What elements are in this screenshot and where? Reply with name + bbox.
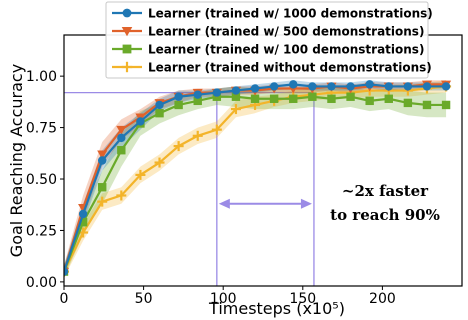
series-0-point-1: [78, 209, 88, 219]
legend: Learner (trained w/ 1000 demonstrations)…: [105, 1, 433, 79]
legend-marker-3: [121, 61, 133, 73]
series-3-point-7: [192, 130, 203, 141]
series-2-point-17: [384, 94, 393, 103]
series-0-point-7: [193, 90, 202, 99]
x-axis-label: Timesteps (x10⁵): [208, 299, 345, 318]
series-3-point-5: [154, 157, 165, 168]
series-0-point-11: [269, 82, 279, 91]
series-2-point-20: [441, 100, 451, 110]
series-3-point-2: [97, 196, 108, 207]
series-0-point-19: [422, 82, 432, 91]
plot-area: [64, 80, 452, 286]
series-0-point-20: [441, 82, 451, 91]
y-axis-label: Goal Reaching Accuracy: [7, 64, 26, 257]
x-tick-label-4: 200: [369, 291, 396, 307]
series-3-point-3: [116, 190, 127, 201]
series-2-point-5: [155, 108, 164, 118]
series-0-point-18: [403, 82, 413, 91]
x-tick-label-2: 100: [210, 291, 237, 307]
series-2-point-9: [231, 92, 241, 101]
series-0-point-0: [64, 267, 69, 276]
series-0-point-10: [250, 84, 260, 93]
annotation: ~2x faster to reach 90%: [218, 182, 440, 224]
series-0-point-17: [384, 82, 393, 91]
legend-marker-0: [122, 8, 132, 18]
series-2-point-1: [78, 218, 88, 227]
series-0-point-3: [117, 133, 126, 143]
x-tick-label-3: 150: [289, 291, 316, 307]
series-2-point-14: [327, 94, 336, 103]
y-tick-label-1: 0.25: [26, 223, 57, 239]
series-2-point-19: [422, 100, 432, 110]
series-0-point-16: [365, 80, 374, 89]
x-tick-label-0: 0: [60, 291, 69, 307]
legend-box: [105, 1, 429, 79]
series-0-point-15: [346, 82, 355, 91]
series-2-point-2: [98, 183, 107, 192]
series-2-point-16: [365, 96, 374, 106]
series-0-point-2: [98, 156, 107, 165]
legend-marker-2: [122, 44, 132, 54]
series-2-point-12: [289, 94, 298, 103]
series-2-point-13: [308, 92, 317, 101]
series-0-point-5: [155, 100, 164, 110]
series-2-point-15: [346, 92, 355, 101]
series-0-point-13: [308, 82, 317, 91]
plot-content: [64, 80, 452, 286]
series-0-point-8: [212, 88, 222, 97]
series-1-point-2: [97, 150, 108, 160]
series-2-point-6: [174, 100, 183, 110]
series-2-point-10: [250, 94, 260, 103]
series-1-point-3: [116, 125, 127, 135]
series-3-line: [64, 85, 447, 273]
legend-label-0: Learner (trained w/ 1000 demonstrations): [148, 7, 433, 21]
series-3-point-6: [173, 141, 184, 152]
series-0-point-12: [289, 80, 298, 89]
legend-label-2: Learner (trained w/ 100 demonstrations): [148, 43, 424, 57]
series-2-point-11: [269, 94, 279, 103]
y-tick-label-4: 1.00: [26, 69, 57, 85]
y-tick-label-3: 0.75: [26, 121, 57, 137]
annotation-arrow-left-head: [218, 198, 230, 209]
series-0-point-4: [136, 117, 145, 126]
series-3-point-9: [230, 104, 241, 115]
y-tick-label-0: 0.00: [26, 275, 57, 291]
series-0-point-14: [327, 82, 336, 91]
legend-marker-1: [121, 27, 133, 37]
annotation-line-2: to reach 90%: [330, 206, 440, 224]
legend-label-3: Learner (trained without demonstrations): [148, 61, 432, 75]
axes: 0 50 100 150 200 0.00 0.25 0.50 0.75 1.00 Timestep…: [7, 34, 463, 318]
x-tick-label-1: 50: [135, 291, 153, 307]
series-0-point-9: [231, 86, 241, 95]
series-3-point-8: [211, 124, 222, 135]
series-0-point-6: [174, 92, 183, 101]
series-2-point-18: [403, 98, 413, 108]
annotation-line-1: ~2x faster: [342, 182, 429, 200]
series-2-point-3: [117, 146, 126, 155]
series-0-markers: [64, 80, 451, 276]
annotation-arrow-right-head: [300, 198, 312, 209]
series-3-point-4: [135, 169, 146, 180]
legend-label-1: Learner (trained w/ 500 demonstrations): [148, 25, 424, 39]
series-2-point-7: [193, 96, 202, 106]
y-tick-label-2: 0.50: [26, 172, 57, 188]
